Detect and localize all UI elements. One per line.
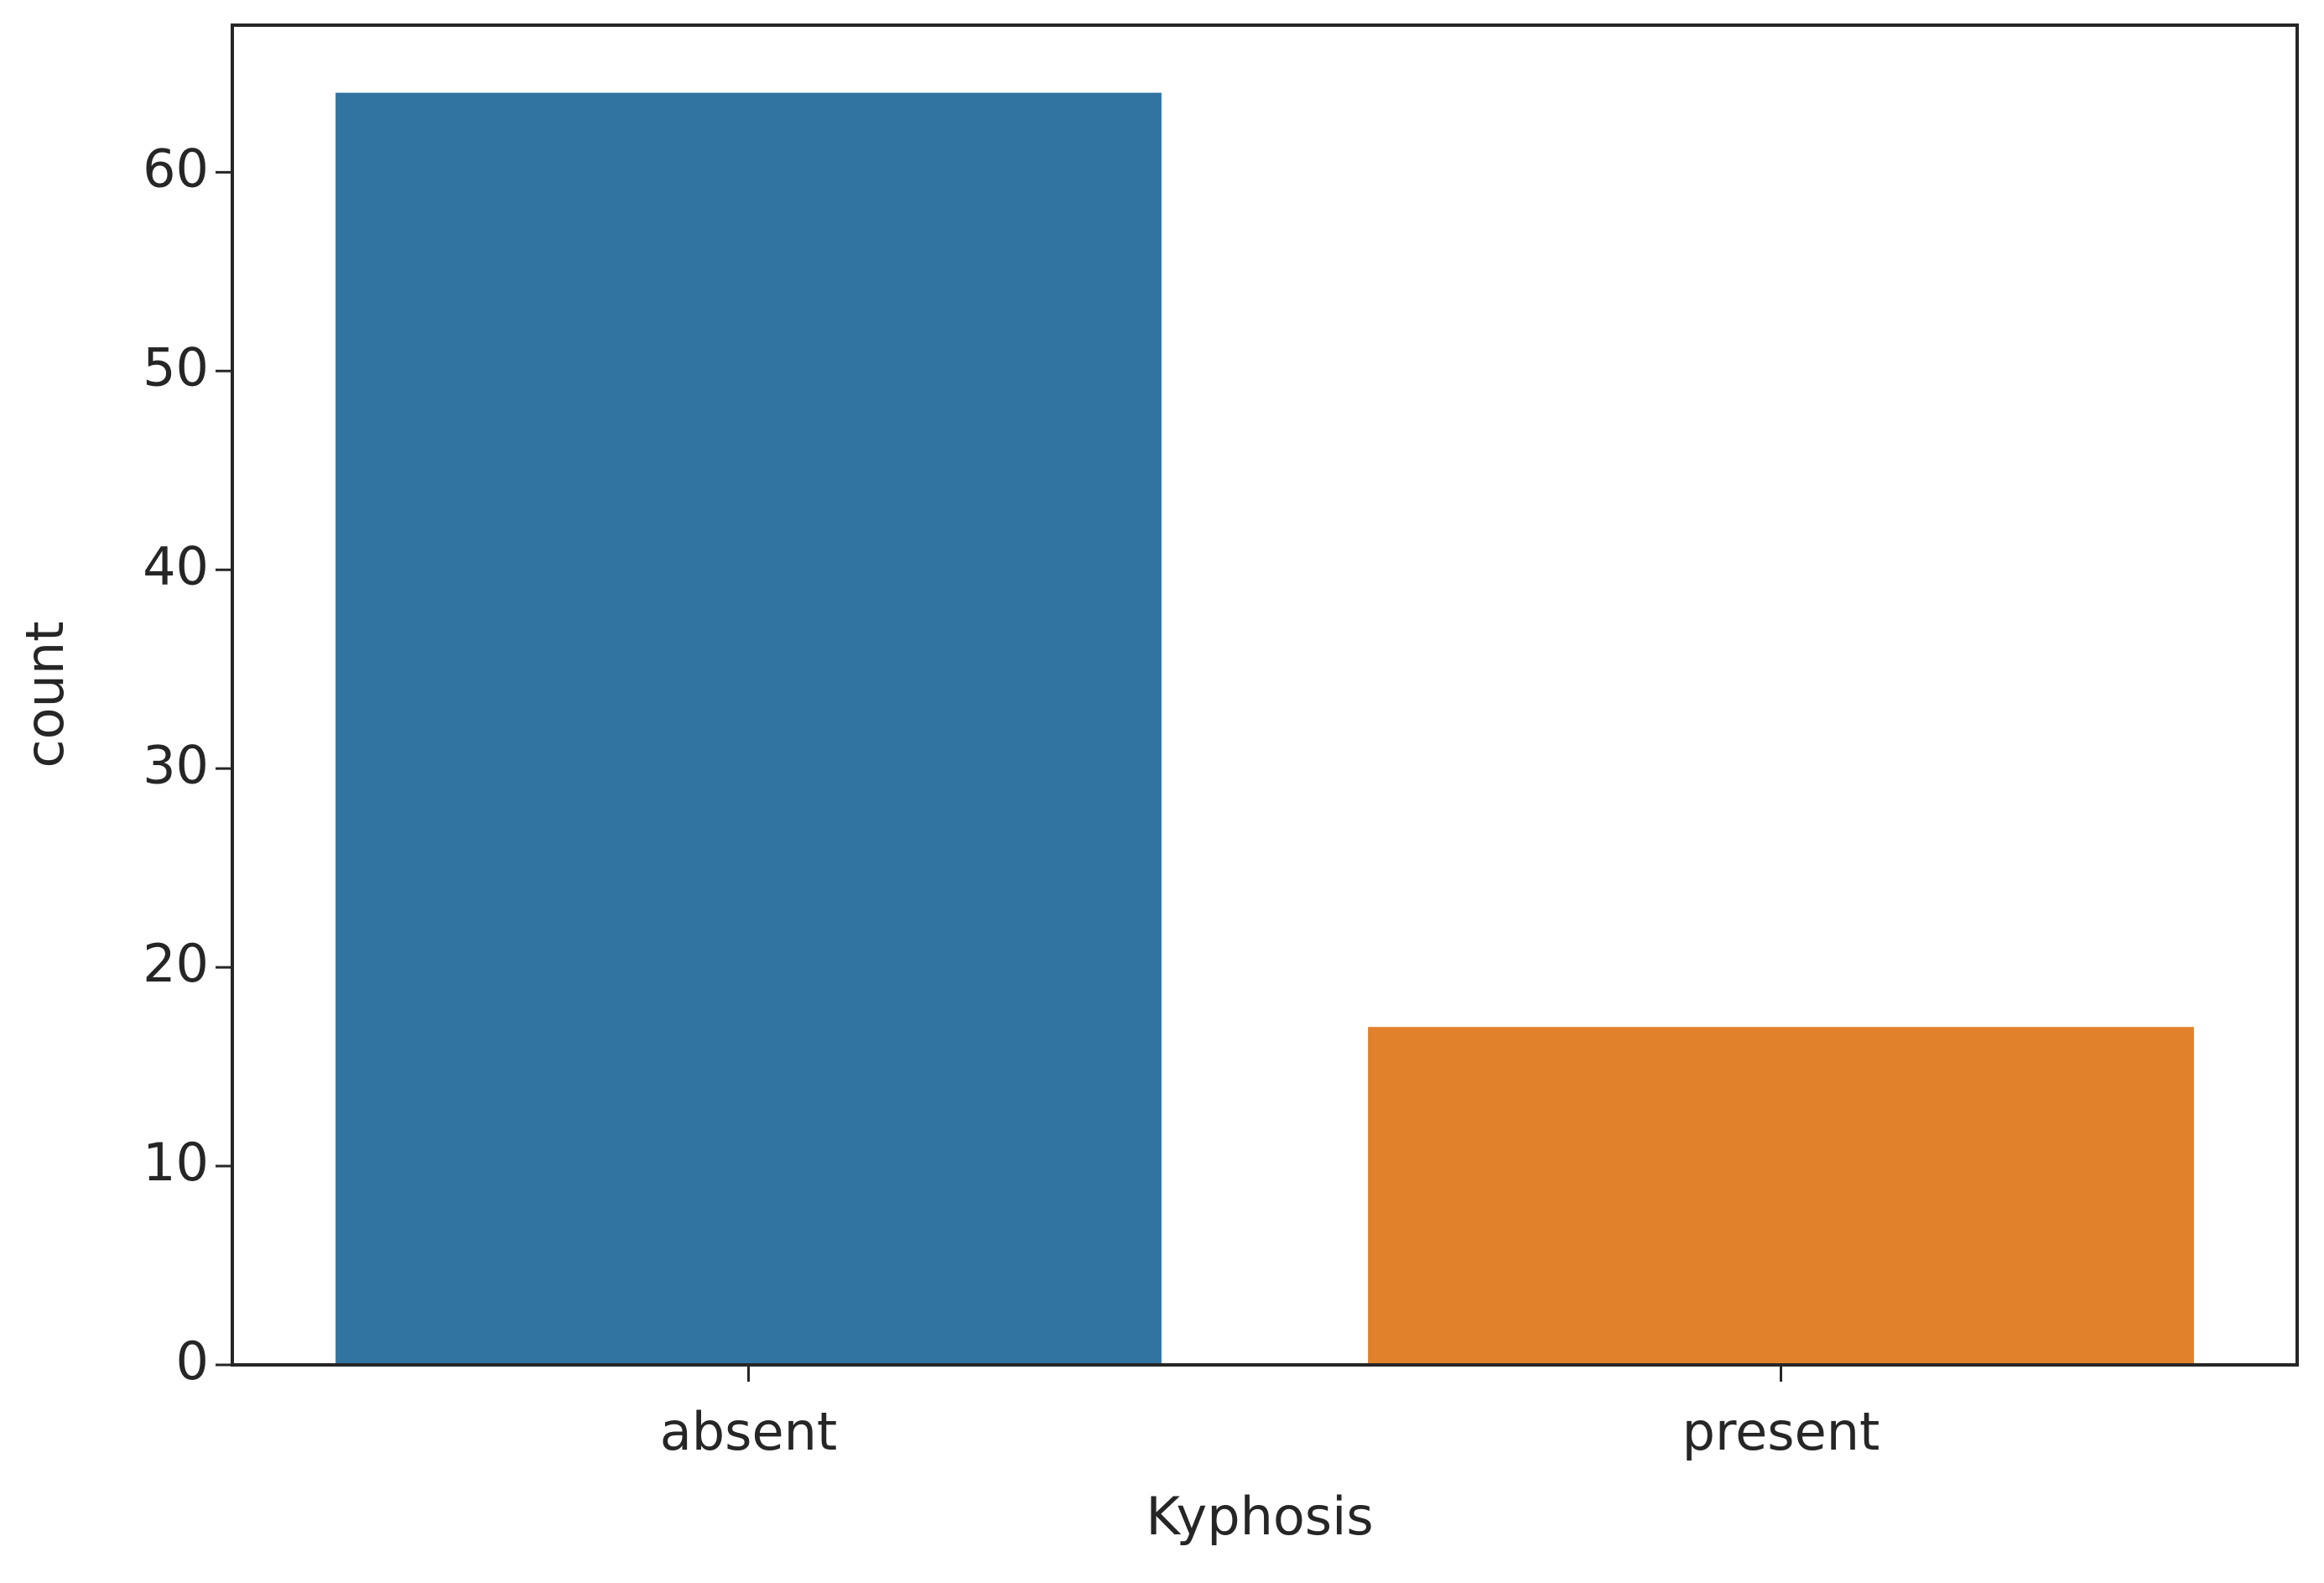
bar [335, 92, 1162, 1366]
y-tick-label: 30 [143, 734, 209, 795]
y-tick-label: 60 [143, 138, 209, 199]
y-tick-label: 20 [143, 933, 209, 994]
y-axis-label: count [14, 622, 75, 768]
y-tick-label: 10 [143, 1132, 209, 1193]
x-axis-label: Kyphosis [1146, 1486, 1373, 1547]
x-tick-label: absent [660, 1401, 837, 1462]
y-tick-label: 0 [176, 1330, 209, 1392]
bar [1368, 1027, 2194, 1365]
x-tick-label: present [1682, 1401, 1880, 1462]
y-tick-label: 40 [143, 535, 209, 596]
axes-frame [231, 23, 2299, 1367]
y-tick-label: 50 [143, 336, 209, 398]
